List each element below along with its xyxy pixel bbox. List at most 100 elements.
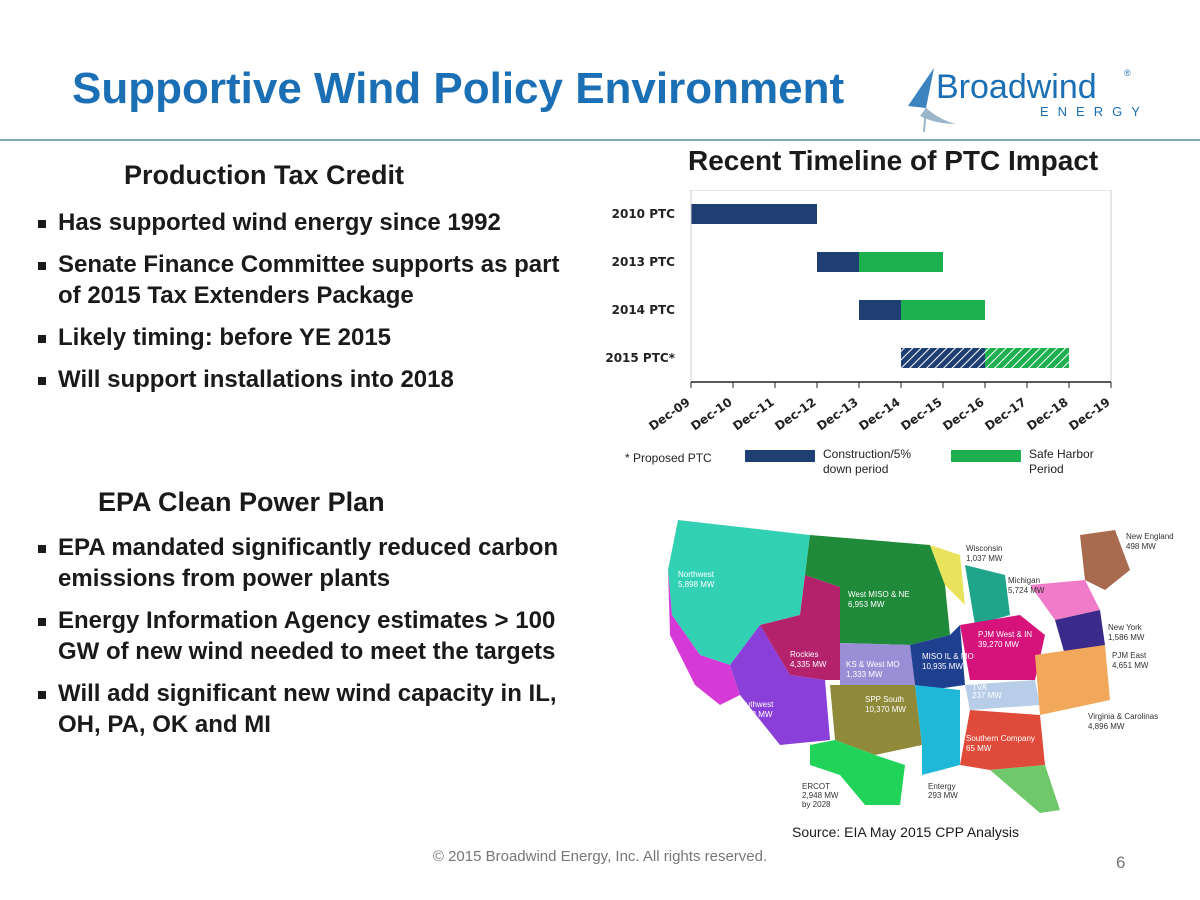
x-tick-label: Dec-17 [982, 395, 1028, 433]
x-tick-label: Dec-10 [688, 395, 734, 433]
map-region-florida [990, 765, 1060, 813]
map-value-tva: 237 MW [972, 691, 1002, 700]
map-value-new-york: 1,586 MW [1108, 633, 1145, 642]
map-value-ks-west-mo: 1,333 MW [846, 670, 883, 679]
map-region-spp-south [830, 685, 922, 755]
map-region-pjm-west [960, 615, 1045, 680]
map-label-miso-il-mo: MISO IL & MO [922, 652, 974, 661]
x-tick-label: Dec-09 [646, 395, 692, 433]
map-region-southern-company [960, 710, 1045, 770]
map-value-wisconsin: 1,037 MW [966, 554, 1003, 563]
legend-swatch-construction [745, 450, 815, 462]
ptc-bullet: Will support installations into 2018 [36, 364, 576, 395]
chart-title: Recent Timeline of PTC Impact [688, 145, 1099, 176]
ptc-bullet: Senate Finance Committee supports as par… [36, 249, 576, 311]
map-region-west-miso-ne [805, 535, 950, 645]
map-region-northwest [668, 520, 810, 665]
map-label-ks-west-mo: KS & West MO [846, 660, 900, 669]
x-tick-label: Dec-19 [1066, 395, 1112, 433]
map-label-west-miso-ne: West MISO & NE [848, 590, 910, 599]
safe-harbor-bar [901, 300, 985, 320]
x-tick-label: Dec-12 [772, 395, 818, 433]
map-region-michigan [965, 565, 1010, 625]
map-label-wisconsin: Wisconsin [966, 544, 1002, 553]
category-label: 2013 PTC [612, 255, 676, 269]
construction-bar [859, 300, 901, 320]
x-tick-label: Dec-14 [856, 395, 902, 433]
category-label: 2014 PTC [612, 303, 676, 317]
x-tick-label: Dec-15 [898, 395, 944, 433]
legend-label: down period [823, 462, 888, 476]
x-tick-label: Dec-11 [730, 395, 776, 433]
map-region-entergy [915, 685, 960, 775]
x-tick-label: Dec-16 [940, 395, 986, 433]
map-label-new-england: New England [1126, 532, 1174, 541]
legend-label: Period [1029, 462, 1064, 476]
page-title: Supportive Wind Policy Environment [72, 64, 845, 113]
map-value-ercot: 2,948 MW [802, 791, 839, 800]
epa-bullet: Will add significant new wind capacity i… [36, 678, 586, 740]
map-region-southwest [730, 625, 830, 745]
legend-label: Construction/5% [823, 447, 911, 461]
category-label: 2015 PTC* [605, 351, 675, 365]
ptc-bullet: Has supported wind energy since 1992 [36, 207, 576, 238]
us-wind-capacity-map: Northwest 5,898 MW West MISO & NE 6,953 … [668, 520, 1174, 813]
map-label-northwest: Northwest [678, 570, 715, 579]
epa-bullet-list: EPA mandated significantly reduced carbo… [36, 532, 586, 751]
epa-heading: EPA Clean Power Plan [98, 487, 385, 517]
map-label-southwest: Southwest [736, 700, 774, 709]
map-region-new-york [1030, 580, 1100, 620]
map-label-pjm-east: PJM East [1112, 651, 1147, 660]
logo-registered-mark: ® [1124, 68, 1131, 78]
map-label-new-york: New York [1108, 623, 1143, 632]
map-value-northwest: 5,898 MW [678, 580, 715, 589]
map-region-pjm-east [1055, 610, 1105, 655]
legend-note: * Proposed PTC [625, 451, 712, 465]
map-note-ercot: by 2028 [802, 800, 831, 809]
map-region-new-england [1080, 530, 1130, 590]
map-region-california [668, 570, 740, 705]
map-label-ercot: ERCOT [802, 782, 830, 791]
map-value-rockies: 4,335 MW [790, 660, 827, 669]
safe-harbor-bar [859, 252, 943, 272]
ptc-heading: Production Tax Credit [124, 160, 405, 190]
ptc-bullet-list: Has supported wind energy since 1992 Sen… [36, 207, 576, 406]
map-region-ks-west-mo [840, 643, 915, 685]
map-label-spp-south: SPP South [865, 695, 904, 704]
x-tick-label: Dec-18 [1024, 395, 1070, 433]
legend-label: Safe Harbor [1029, 447, 1094, 461]
logo-subtitle: ENERGY [1040, 104, 1140, 119]
map-value-pjm-west: 39,270 MW [978, 640, 1019, 649]
map-region-virginia-carolinas [1035, 645, 1110, 715]
copyright-footer: © 2015 Broadwind Energy, Inc. All rights… [432, 848, 768, 865]
map-value-entergy: 293 MW [928, 791, 958, 800]
map-region-wisconsin [930, 545, 965, 605]
map-label-pjm-west: PJM West & IN [978, 630, 1032, 639]
map-value-southern-company: 65 MW [966, 744, 992, 753]
logo-wordmark: Broadwind [936, 68, 1097, 106]
safe-harbor-bar [985, 348, 1069, 368]
construction-bar [817, 252, 859, 272]
map-region-ercot [810, 740, 905, 805]
map-value-new-england: 498 MW [1126, 542, 1156, 551]
legend-swatch-safe-harbor [951, 450, 1021, 462]
map-value-spp-south: 10,370 MW [865, 705, 906, 714]
epa-bullet: EPA mandated significantly reduced carbo… [36, 532, 586, 594]
map-region-tva [965, 680, 1040, 710]
map-value-southwest: 6,528 MW [736, 710, 773, 719]
map-label-southern-company: Southern Company [966, 734, 1035, 743]
epa-bullet: Energy Information Agency estimates > 10… [36, 605, 586, 667]
map-value-miso-il-mo: 10,935 MW [922, 662, 963, 671]
map-region-rockies [760, 575, 840, 680]
map-source: Source: EIA May 2015 CPP Analysis [792, 824, 1019, 840]
map-value-michigan: 5,724 MW [1008, 586, 1045, 595]
header-divider [0, 139, 1200, 141]
map-value-virginia-carolinas: 4,896 MW [1088, 722, 1125, 731]
x-tick-label: Dec-13 [814, 395, 860, 433]
map-label-virginia-carolinas: Virginia & Carolinas [1088, 712, 1158, 721]
map-value-west-miso-ne: 6,953 MW [848, 600, 885, 609]
map-region-miso-il-mo [910, 625, 965, 690]
construction-bar [691, 204, 817, 224]
broadwind-logo: Broadwind ® ENERGY [908, 68, 1140, 133]
